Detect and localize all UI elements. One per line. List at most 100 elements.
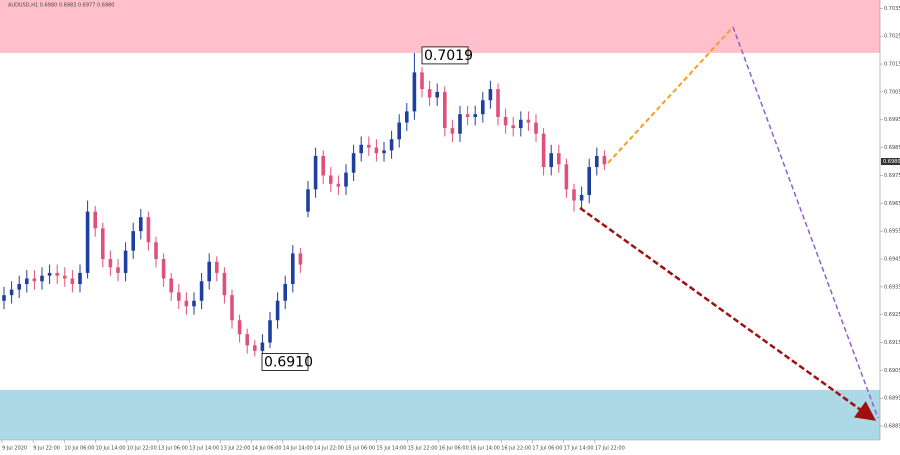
zone	[0, 0, 880, 53]
zones	[0, 0, 880, 440]
x-tick-label: 16 Jul 22:00	[501, 446, 531, 452]
annotation-label: 0.6910	[264, 354, 313, 370]
x-tick-label: 14 Jul 06:00	[252, 446, 282, 452]
x-tick-label: 10 Jul 22:00	[127, 446, 157, 452]
candle-body	[2, 295, 6, 301]
candle-body	[215, 261, 219, 273]
x-tick-label: 17 Jul 06:00	[532, 446, 562, 452]
candle-body	[336, 183, 341, 187]
candle-body	[427, 89, 432, 98]
candle-body	[420, 72, 424, 90]
candle-body	[78, 272, 82, 285]
candle-body	[192, 300, 196, 307]
y-tick-label: 0.6955	[884, 229, 900, 235]
candle-body	[481, 100, 485, 115]
candle-body	[298, 253, 303, 265]
candle-body	[435, 91, 439, 98]
candle-body	[260, 342, 265, 351]
candle-body	[564, 164, 569, 190]
candle-body	[313, 155, 318, 190]
candle-body	[374, 147, 379, 154]
candle-body	[55, 272, 59, 276]
candle-body	[25, 278, 29, 285]
x-tick-label: 10 Jul 14:00	[96, 446, 126, 452]
x-tick-label: 14 Jul 22:00	[314, 446, 344, 452]
candle-body	[9, 289, 14, 296]
x-tick-label: 14 Jul 14:00	[283, 446, 313, 452]
x-tick-label: 16 Jul 14:00	[470, 446, 500, 452]
y-tick-label: 0.6995	[884, 117, 900, 123]
x-tick-label: 17 Jul 14:00	[564, 446, 594, 452]
candle-body	[488, 89, 493, 101]
candle-body	[177, 292, 181, 301]
red-forecast	[579, 206, 877, 421]
y-tick-label: 0.6895	[884, 396, 900, 402]
candle-body	[17, 284, 21, 290]
x-tick-label: 10 Jul 06:00	[64, 446, 94, 452]
annotation-label: 0.7019	[424, 48, 473, 64]
candle-body	[367, 144, 371, 148]
candle-body	[275, 300, 280, 321]
candle-body	[85, 211, 90, 273]
y-tick-label: 0.7015	[884, 62, 900, 68]
candle-body	[389, 139, 394, 151]
candle-body	[108, 258, 113, 268]
candle-body	[412, 72, 417, 112]
candle-body	[123, 250, 128, 273]
candle-body	[237, 320, 242, 335]
candle-body	[131, 231, 135, 251]
candle-body	[230, 295, 234, 321]
candle-body	[245, 334, 249, 346]
y-tick-label: 0.7035	[884, 6, 900, 12]
y-tick-label: 0.6975	[884, 173, 900, 179]
candle-body	[116, 267, 120, 273]
candle-body	[291, 253, 295, 285]
candle-body	[450, 128, 455, 134]
annotation-box	[421, 46, 469, 65]
candle-body	[541, 133, 546, 168]
candle-body	[587, 167, 591, 195]
candle-body	[344, 172, 348, 187]
candle-body	[63, 275, 67, 279]
candle-body	[473, 114, 477, 117]
candle-body	[101, 228, 105, 259]
candle-body	[496, 89, 500, 117]
candle-body	[579, 194, 584, 201]
candle-body	[526, 119, 531, 123]
candle-body	[306, 189, 310, 212]
candle-body	[382, 150, 386, 154]
y-tick-label: 0.6985	[884, 145, 900, 151]
current-price-label: 0.6980	[883, 159, 900, 165]
candle-body	[184, 300, 189, 307]
candle-body	[47, 272, 52, 276]
candle-body	[465, 114, 470, 117]
candle-body	[534, 122, 538, 134]
candle-body	[359, 144, 363, 154]
candle-body	[549, 153, 553, 168]
candle-body	[283, 284, 287, 301]
candle-body	[154, 242, 158, 259]
candle-body	[70, 278, 75, 285]
candle-body	[503, 116, 508, 126]
candle-body	[519, 119, 523, 129]
candle-body	[321, 155, 325, 176]
candle-body	[405, 111, 409, 123]
y-tick-label: 0.7025	[884, 34, 900, 40]
x-tick-label: 16 Jul 06:00	[439, 446, 469, 452]
candle-body	[443, 91, 447, 129]
candle-body	[139, 217, 143, 232]
chart-title: AUDUSD,H1 0.6980 0.6983 0.6977 0.6980	[8, 3, 114, 9]
candle-body	[329, 175, 333, 184]
candle-body	[602, 155, 607, 165]
x-tick-label: 17 Jul 22:00	[595, 446, 625, 452]
candle-body	[207, 261, 211, 282]
candle-body	[557, 153, 561, 165]
candle-body	[161, 258, 166, 279]
candle-body	[199, 281, 204, 301]
candle-body	[458, 114, 462, 134]
y-tick-label: 0.7005	[884, 89, 900, 95]
candle-body	[351, 153, 356, 173]
candle-body	[268, 320, 272, 343]
